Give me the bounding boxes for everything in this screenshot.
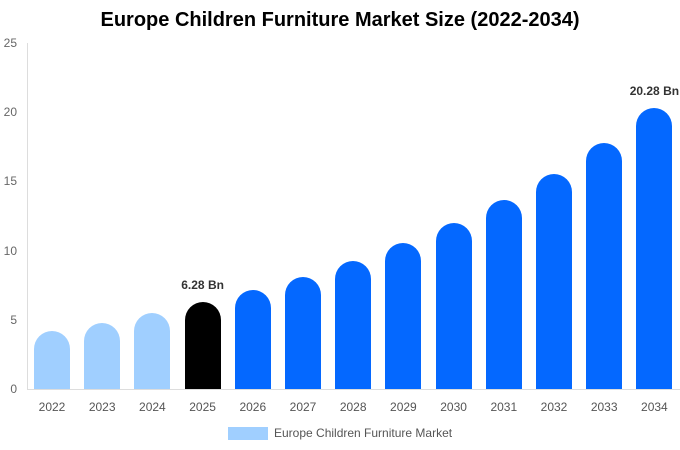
y-tick-label: 5: [10, 312, 17, 327]
bar-2023[interactable]: [84, 322, 121, 389]
legend-swatch: [228, 426, 268, 440]
y-tick-label: 15: [3, 174, 17, 189]
bar-2028[interactable]: [335, 260, 372, 389]
y-axis-line: [27, 43, 28, 389]
x-tick-label: 2030: [440, 400, 467, 414]
y-tick-label: 10: [3, 243, 17, 258]
x-tick-label: 2031: [490, 400, 518, 414]
y-tick-label: 20: [3, 105, 17, 120]
y-tick-label: 25: [3, 36, 17, 50]
chart-title: Europe Children Furniture Market Size (2…: [100, 9, 580, 31]
bar-2032[interactable]: [536, 174, 572, 389]
bar-2026[interactable]: [234, 290, 271, 389]
x-tick-label: 2022: [38, 400, 66, 414]
x-tick-label: 2032: [540, 400, 568, 414]
x-tick-label: 2034: [641, 400, 668, 414]
x-tick-label: 2028: [339, 400, 367, 414]
data-label: 6.28 Bn: [181, 278, 224, 293]
bar-2031[interactable]: [485, 199, 522, 389]
x-tick-label: 2027: [289, 400, 317, 414]
x-tick-label: 2029: [390, 400, 417, 414]
y-tick-label: 0: [10, 382, 17, 396]
bar-2025[interactable]: [184, 302, 221, 389]
x-tick-label: 2025: [189, 400, 216, 414]
data-label: 20.28 Bn: [629, 84, 680, 99]
bar-2022[interactable]: [34, 331, 70, 389]
bar-2027[interactable]: [285, 277, 321, 389]
legend[interactable]: Europe Children Furniture Market: [228, 426, 452, 440]
x-axis-line: [27, 389, 680, 390]
bar-2034[interactable]: [636, 108, 673, 389]
bar-2033[interactable]: [586, 143, 623, 389]
legend-label: Europe Children Furniture Market: [274, 426, 453, 440]
x-tick-label: 2033: [590, 400, 618, 414]
bar-2030[interactable]: [435, 222, 472, 389]
x-tick-label: 2026: [239, 400, 267, 414]
x-tick-label: 2023: [88, 400, 116, 414]
x-tick-label: 2024: [139, 400, 166, 414]
bar-2029[interactable]: [385, 242, 422, 389]
bar-2024[interactable]: [134, 313, 171, 389]
